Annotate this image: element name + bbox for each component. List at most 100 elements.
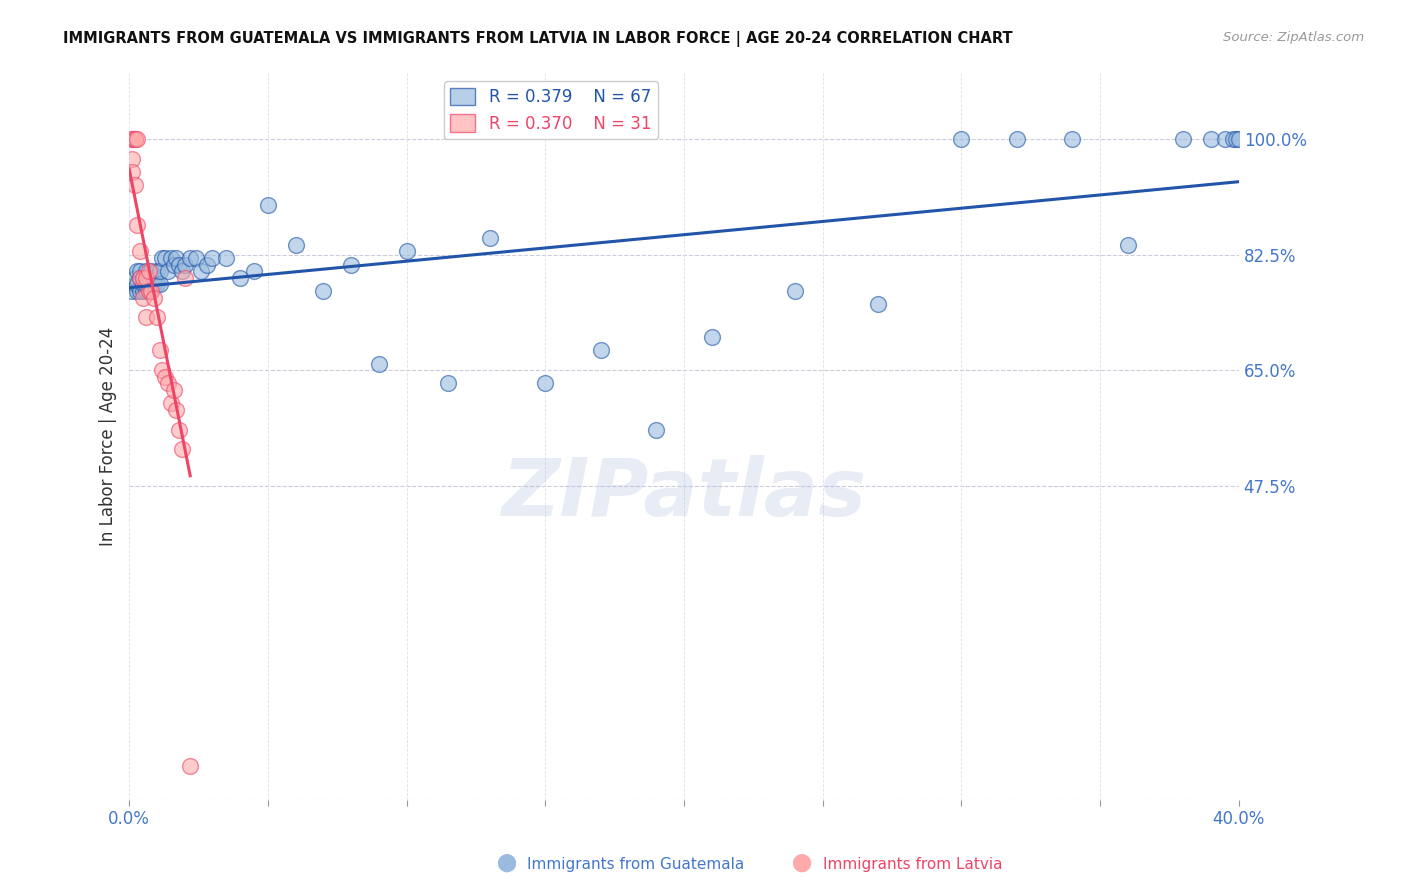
Point [165, 402, 187, 417]
Point [201, 251, 224, 265]
Point [1222, 132, 1244, 146]
Text: ZIPatlas: ZIPatlas [502, 456, 866, 533]
Point [159, 396, 181, 410]
Point [132, 270, 155, 285]
Point [243, 264, 266, 278]
Point [783, 284, 806, 298]
Point [132, 270, 155, 285]
Point [478, 231, 501, 245]
Point [121, 132, 143, 146]
Point [162, 383, 184, 397]
Point [121, 152, 143, 166]
Point [143, 277, 166, 292]
Point [1225, 132, 1247, 146]
Point [162, 258, 184, 272]
Point [127, 277, 149, 292]
Point [1005, 132, 1028, 146]
Point [135, 270, 157, 285]
Point [152, 363, 174, 377]
Point [143, 291, 166, 305]
Point [141, 284, 163, 298]
Point [173, 270, 195, 285]
Point [165, 251, 187, 265]
Point [124, 132, 146, 146]
Point [135, 284, 157, 298]
Point [190, 264, 212, 278]
Point [229, 270, 252, 285]
Point [135, 264, 157, 278]
Point [312, 284, 335, 298]
Point [1227, 132, 1250, 146]
Point [132, 277, 155, 292]
Point [146, 277, 169, 292]
Point [129, 264, 152, 278]
Point [121, 132, 143, 146]
Text: Source: ZipAtlas.com: Source: ZipAtlas.com [1223, 31, 1364, 45]
Point [170, 442, 193, 457]
Point [868, 297, 890, 311]
Point [156, 376, 179, 391]
Point [179, 759, 201, 773]
Point [645, 423, 668, 437]
Point [149, 277, 172, 292]
Point [1199, 132, 1222, 146]
Text: Immigrants from Guatemala: Immigrants from Guatemala [527, 857, 745, 872]
Point [143, 270, 166, 285]
Point [124, 178, 146, 193]
Point [129, 244, 152, 259]
Text: ⬤: ⬤ [496, 854, 516, 872]
Point [167, 423, 190, 437]
Point [127, 284, 149, 298]
Point [215, 251, 238, 265]
Point [152, 251, 174, 265]
Point [257, 198, 280, 212]
Point [340, 258, 363, 272]
Point [184, 251, 207, 265]
Point [170, 264, 193, 278]
Point [138, 277, 160, 292]
Point [121, 165, 143, 179]
Text: ⬤: ⬤ [792, 854, 811, 872]
Point [135, 310, 157, 325]
Point [124, 132, 146, 146]
Point [132, 284, 155, 298]
Point [284, 237, 307, 252]
Point [149, 343, 172, 358]
Point [149, 264, 172, 278]
Point [141, 284, 163, 298]
Text: IMMIGRANTS FROM GUATEMALA VS IMMIGRANTS FROM LATVIA IN LABOR FORCE | AGE 20-24 C: IMMIGRANTS FROM GUATEMALA VS IMMIGRANTS … [63, 31, 1012, 47]
Point [437, 376, 460, 391]
Point [132, 291, 155, 305]
Point [589, 343, 612, 358]
Point [141, 264, 163, 278]
Point [138, 270, 160, 285]
Point [156, 264, 179, 278]
Point [173, 258, 195, 272]
Point [121, 284, 143, 298]
Point [700, 330, 723, 344]
Point [195, 258, 218, 272]
Point [1213, 132, 1236, 146]
Point [167, 258, 190, 272]
Point [1173, 132, 1195, 146]
Point [127, 132, 149, 146]
Point [534, 376, 557, 391]
Point [179, 251, 201, 265]
Point [146, 310, 169, 325]
Y-axis label: In Labor Force | Age 20-24: In Labor Force | Age 20-24 [100, 326, 117, 546]
Point [155, 251, 177, 265]
Text: Immigrants from Latvia: Immigrants from Latvia [823, 857, 1002, 872]
Point [124, 277, 146, 292]
Point [124, 270, 146, 285]
Point [159, 251, 181, 265]
Point [146, 264, 169, 278]
Point [127, 264, 149, 278]
Point [155, 369, 177, 384]
Point [129, 270, 152, 285]
Point [135, 277, 157, 292]
Point [138, 284, 160, 298]
Point [129, 270, 152, 285]
Point [138, 284, 160, 298]
Point [1116, 237, 1139, 252]
Point [127, 218, 149, 232]
